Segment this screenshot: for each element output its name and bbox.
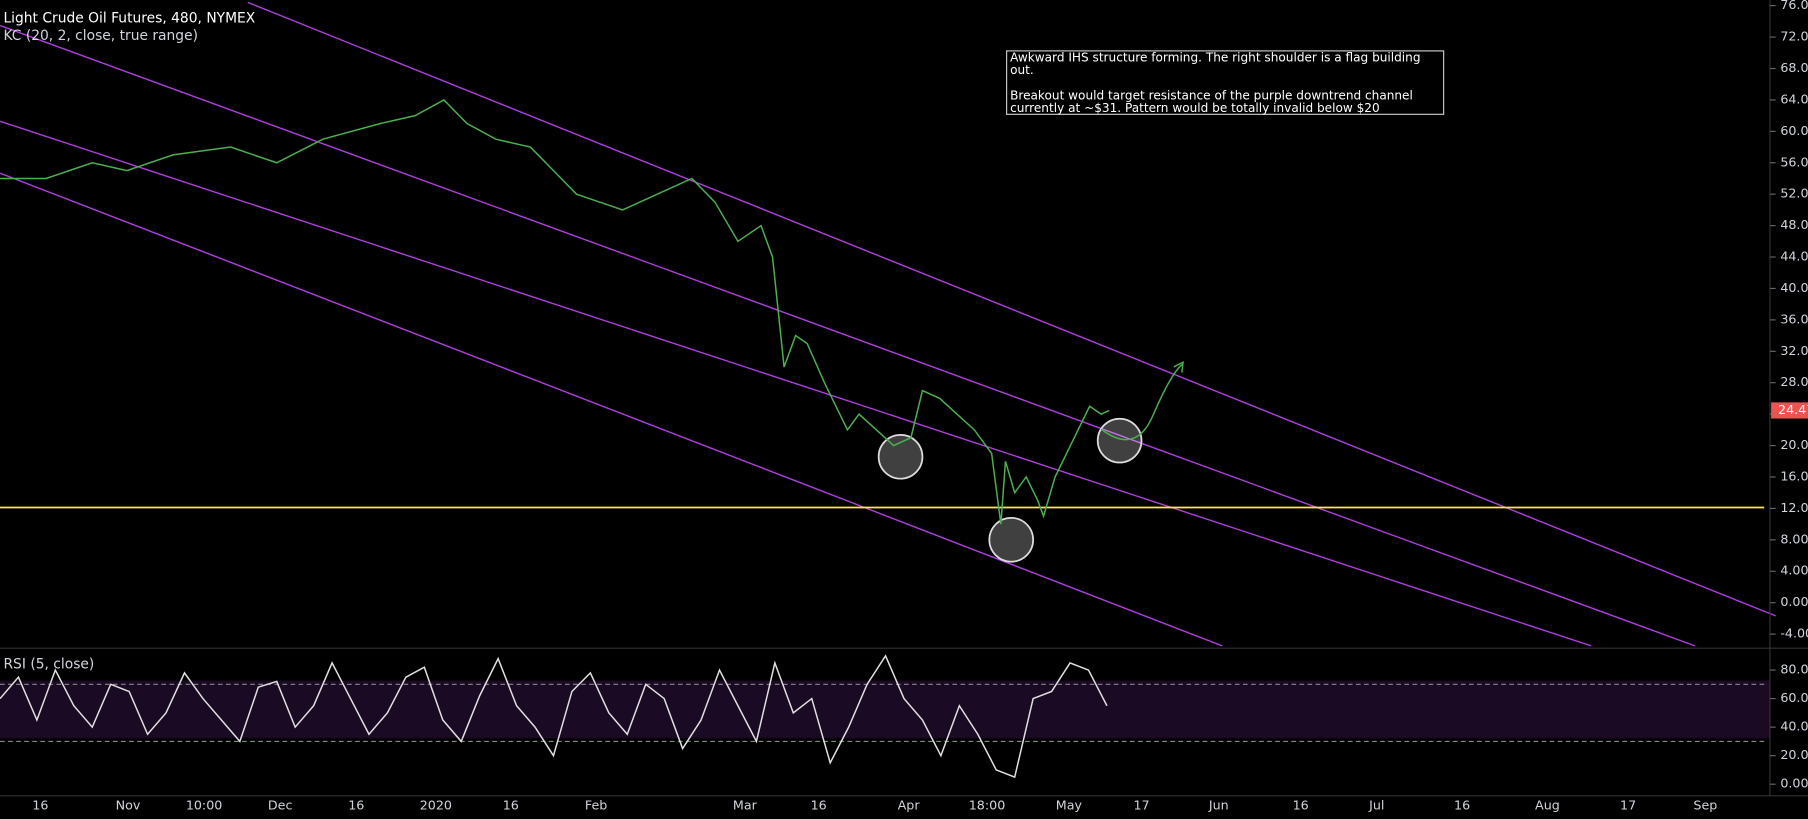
x-tick-label: Sep bbox=[1693, 798, 1717, 813]
x-tick-label: 17 bbox=[1133, 798, 1149, 813]
y-tick-label: 64.00 bbox=[1780, 91, 1808, 106]
y-tick-label: 48.00 bbox=[1780, 217, 1808, 232]
y-tick-label: 28.00 bbox=[1780, 374, 1808, 389]
y-tick-label: 32.00 bbox=[1780, 343, 1808, 358]
right-shoulder bbox=[1096, 417, 1143, 464]
x-tick-label: Aug bbox=[1535, 798, 1560, 813]
annotation-text: currently at ~$31. Pattern would be tota… bbox=[1010, 101, 1380, 115]
x-tick-label: Apr bbox=[898, 798, 921, 813]
y-tick-label: 20.00 bbox=[1780, 437, 1808, 452]
pattern-marks bbox=[877, 417, 1143, 563]
indicator-label: KC (20, 2, close, true range) bbox=[3, 28, 198, 44]
x-tick-label: 16 bbox=[1293, 798, 1309, 813]
y-tick-label: 40.00 bbox=[1780, 719, 1808, 734]
x-tick-label: 10:00 bbox=[186, 798, 223, 813]
channel-line bbox=[247, 1, 1776, 617]
y-tick-label: 8.00 bbox=[1780, 531, 1808, 546]
x-tick-label: 18:00 bbox=[969, 798, 1006, 813]
x-tick-label: 16 bbox=[32, 798, 48, 813]
channel-line bbox=[0, 24, 1696, 647]
y-tick-label: 36.00 bbox=[1780, 311, 1808, 326]
channel-line bbox=[0, 120, 1592, 647]
y-tick-label: 44.00 bbox=[1780, 249, 1808, 264]
y-tick-label: 72.00 bbox=[1780, 29, 1808, 44]
y-tick-label: 80.00 bbox=[1780, 662, 1808, 677]
y-tick-label: -4.00 bbox=[1780, 626, 1808, 641]
annotation-text: out. bbox=[1010, 63, 1034, 77]
x-tick-label: Jul bbox=[1368, 798, 1384, 813]
left-shoulder bbox=[877, 434, 924, 480]
arrow-head bbox=[1173, 360, 1184, 373]
y-tick-label: 60.00 bbox=[1780, 123, 1808, 138]
x-tick-label: 16 bbox=[811, 798, 827, 813]
y-tick-label: 40.00 bbox=[1780, 280, 1808, 295]
x-tick-label: 17 bbox=[1620, 798, 1636, 813]
x-tick-label: May bbox=[1056, 798, 1083, 813]
x-tick-label: 16 bbox=[1454, 798, 1470, 813]
x-tick-label: 16 bbox=[348, 798, 364, 813]
y-tick-label: 16.00 bbox=[1780, 468, 1808, 483]
annotation-text: Awkward IHS structure forming. The right… bbox=[1010, 50, 1420, 64]
y-tick-label: 12.00 bbox=[1780, 500, 1808, 515]
x-tick-label: Feb bbox=[585, 798, 607, 813]
annotation-text: Breakout would target resistance of the … bbox=[1010, 88, 1413, 102]
price-line bbox=[0, 654, 1108, 779]
y-tick-label: 0.00 bbox=[1780, 594, 1808, 609]
x-tick-label: Nov bbox=[116, 798, 141, 813]
trend-channel bbox=[0, 1, 1776, 647]
y-tick-label: 52.00 bbox=[1780, 186, 1808, 201]
chart-title: Light Crude Oil Futures, 480, NYMEX bbox=[3, 11, 255, 27]
y-tick-label: 4.00 bbox=[1780, 563, 1808, 578]
y-tick-label: 56.00 bbox=[1780, 154, 1808, 169]
channel-line bbox=[0, 172, 1223, 647]
x-tick-label: Mar bbox=[733, 798, 758, 813]
x-tick-label: 16 bbox=[503, 798, 519, 813]
y-tick-label: 60.00 bbox=[1780, 690, 1808, 705]
rsi-label: RSI (5, close) bbox=[3, 656, 94, 672]
rsi-band bbox=[0, 680, 1770, 739]
last-price-tag bbox=[1771, 402, 1808, 419]
y-tick-label: 68.00 bbox=[1780, 60, 1808, 75]
annotation-box bbox=[1006, 50, 1445, 115]
x-tick-label: 2020 bbox=[420, 798, 452, 813]
x-tick-label: Jun bbox=[1208, 798, 1229, 813]
price-line bbox=[0, 98, 1110, 525]
head bbox=[988, 517, 1035, 563]
x-tick-label: Dec bbox=[268, 798, 293, 813]
y-tick-label: 0.00 bbox=[1780, 776, 1808, 791]
y-tick-label: 20.00 bbox=[1780, 747, 1808, 762]
last-price-label: 24.47 bbox=[1778, 402, 1808, 417]
target-arrow bbox=[1100, 363, 1183, 441]
y-tick-label: 76.00 bbox=[1780, 0, 1808, 12]
